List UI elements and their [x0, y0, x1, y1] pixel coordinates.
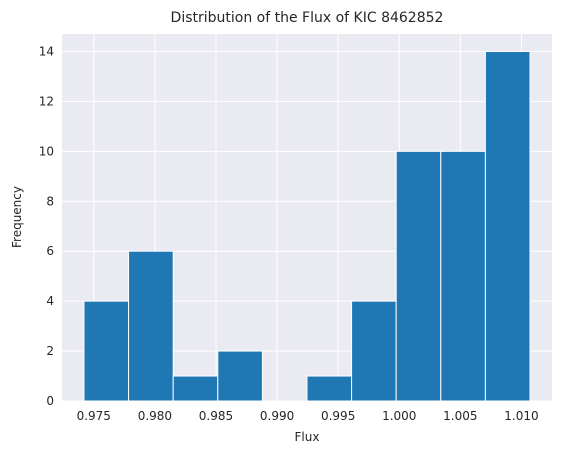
y-tick-label: 14: [39, 44, 54, 58]
chart-title: Distribution of the Flux of KIC 8462852: [171, 10, 444, 26]
histogram-bar: [128, 250, 174, 402]
x-axis-label: Flux: [295, 430, 320, 444]
y-tick-labels: 0 2 4 6 8 10 12 14: [39, 44, 54, 408]
y-tick-label: 12: [39, 94, 54, 108]
y-tick-label: 10: [39, 144, 54, 158]
x-tick-label: 0.990: [260, 409, 294, 423]
y-axis-label: Frequency: [10, 186, 24, 248]
y-tick-label: 6: [46, 244, 54, 258]
histogram-bar: [172, 375, 219, 402]
y-tick-label: 4: [46, 294, 54, 308]
histogram-bar: [440, 150, 486, 402]
x-tick-label: 1.010: [504, 409, 538, 423]
x-tick-label: 0.985: [199, 409, 233, 423]
y-tick-label: 0: [46, 394, 54, 408]
histogram-bar: [306, 375, 353, 402]
histogram-bar: [83, 300, 130, 402]
x-tick-label: 0.995: [321, 409, 355, 423]
x-tick-label: 1.005: [443, 409, 477, 423]
x-tick-label: 1.000: [382, 409, 416, 423]
histogram-bars: [83, 50, 531, 402]
x-tick-label: 0.975: [77, 409, 111, 423]
x-tick-label: 0.980: [138, 409, 172, 423]
x-tick-labels: 0.975 0.980 0.985 0.990 0.995 1.000 1.005 1.010: [77, 409, 539, 423]
histogram-bar: [484, 50, 531, 402]
histogram-bar: [217, 350, 263, 402]
y-tick-label: 2: [46, 344, 54, 358]
y-tick-label: 8: [46, 194, 54, 208]
histogram-bar: [395, 150, 442, 402]
histogram-bar: [351, 300, 397, 402]
